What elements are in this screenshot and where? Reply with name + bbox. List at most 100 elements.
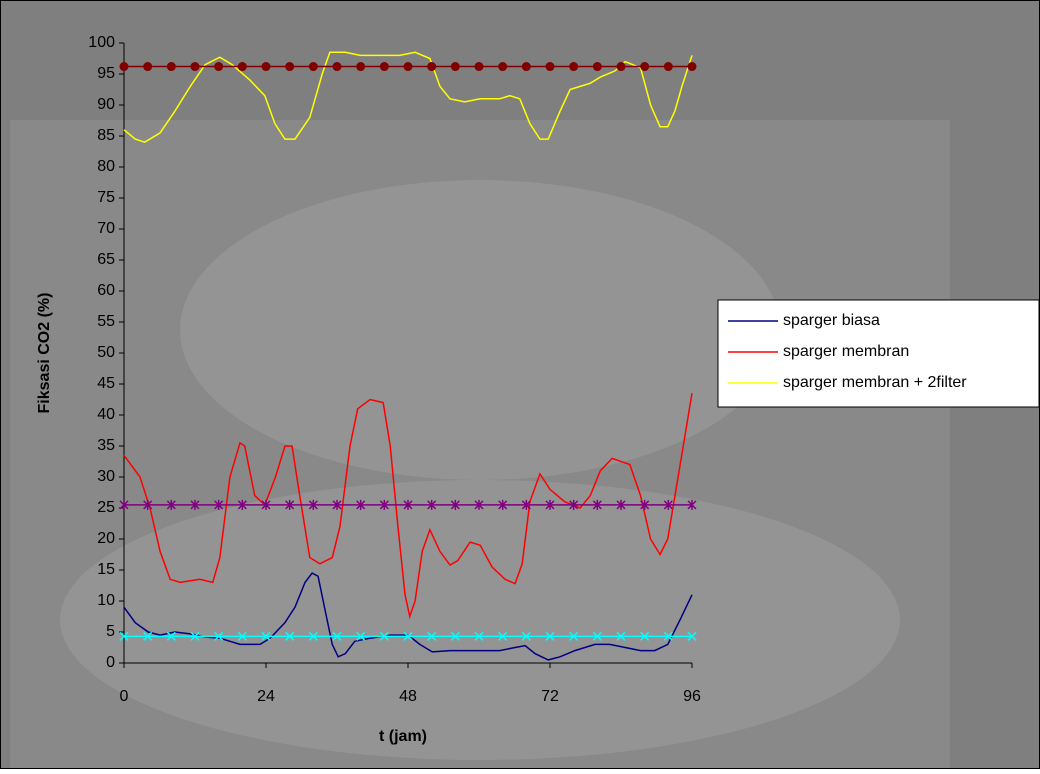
marker — [663, 631, 673, 641]
marker — [332, 631, 342, 641]
marker — [521, 62, 531, 72]
marker — [640, 499, 650, 510]
marker — [332, 499, 342, 510]
marker — [521, 499, 531, 510]
legend-label: sparger membran + 2filter — [783, 374, 967, 391]
y-tick-label: 0 — [106, 654, 115, 671]
marker — [687, 62, 697, 72]
marker — [545, 631, 555, 641]
marker — [474, 62, 484, 72]
x-tick-label: 72 — [541, 688, 559, 705]
marker — [261, 631, 271, 641]
marker — [143, 499, 153, 510]
marker — [640, 62, 650, 72]
marker — [545, 62, 555, 72]
marker — [616, 62, 626, 72]
marker — [663, 499, 673, 510]
marker — [592, 62, 602, 72]
y-tick-label: 45 — [97, 375, 115, 392]
y-tick-label: 85 — [97, 127, 115, 144]
marker — [190, 631, 200, 641]
marker — [687, 631, 697, 641]
y-tick-label: 60 — [97, 282, 115, 299]
y-tick-label: 35 — [97, 437, 115, 454]
marker — [379, 499, 389, 510]
y-tick-label: 65 — [97, 251, 115, 268]
marker — [332, 62, 342, 72]
x-tick-label: 48 — [399, 688, 417, 705]
y-tick-label: 25 — [97, 499, 115, 516]
y-tick-label: 20 — [97, 530, 115, 547]
marker — [450, 499, 460, 510]
y-tick-label: 95 — [97, 65, 115, 82]
marker — [119, 631, 129, 641]
marker — [450, 62, 460, 72]
marker — [687, 499, 697, 510]
marker — [308, 62, 318, 72]
marker — [237, 499, 247, 510]
marker — [190, 499, 200, 510]
y-tick-label: 90 — [97, 96, 115, 113]
marker — [143, 62, 153, 72]
marker — [119, 499, 129, 510]
marker — [498, 62, 508, 72]
legend-label: sparger biasa — [783, 312, 880, 329]
y-tick-label: 70 — [97, 220, 115, 237]
marker — [450, 631, 460, 641]
marker — [143, 631, 153, 641]
marker — [427, 499, 437, 510]
marker — [427, 631, 437, 641]
marker — [403, 499, 413, 510]
marker — [166, 62, 176, 72]
x-tick-label: 24 — [257, 688, 275, 705]
marker — [498, 499, 508, 510]
marker — [403, 631, 413, 641]
marker — [261, 499, 271, 510]
legend-label: sparger membran — [783, 343, 909, 360]
marker — [545, 499, 555, 510]
marker — [498, 631, 508, 641]
y-tick-label: 40 — [97, 406, 115, 423]
marker — [119, 62, 129, 72]
y-tick-label: 30 — [97, 468, 115, 485]
marker — [569, 62, 579, 72]
marker — [616, 631, 626, 641]
marker — [356, 62, 366, 72]
marker — [663, 62, 673, 72]
marker — [261, 62, 271, 72]
marker — [285, 631, 295, 641]
marker — [616, 499, 626, 510]
y-tick-label: 5 — [106, 623, 115, 640]
watermark — [60, 180, 900, 760]
marker — [237, 631, 247, 641]
y-tick-label: 80 — [97, 158, 115, 175]
y-tick-label: 55 — [97, 313, 115, 330]
marker — [166, 631, 176, 641]
marker — [474, 499, 484, 510]
marker — [237, 62, 247, 72]
marker — [403, 62, 413, 72]
marker — [592, 631, 602, 641]
marker — [356, 499, 366, 510]
y-tick-label: 10 — [97, 592, 115, 609]
marker — [166, 499, 176, 510]
marker — [379, 62, 389, 72]
marker — [308, 499, 318, 510]
legend-box — [717, 299, 1040, 408]
marker — [640, 631, 650, 641]
marker — [190, 62, 200, 72]
marker — [427, 62, 437, 72]
marker — [214, 62, 224, 72]
x-tick-label: 96 — [683, 688, 701, 705]
marker — [379, 631, 389, 641]
marker — [285, 499, 295, 510]
y-axis-label: Fiksasi CO2 (%) — [36, 293, 53, 414]
y-tick-label: 75 — [97, 189, 115, 206]
marker — [474, 631, 484, 641]
x-axis-label: t (jam) — [379, 728, 427, 745]
marker — [356, 631, 366, 641]
y-tick-label: 100 — [88, 34, 115, 51]
marker — [569, 631, 579, 641]
y-tick-label: 15 — [97, 561, 115, 578]
